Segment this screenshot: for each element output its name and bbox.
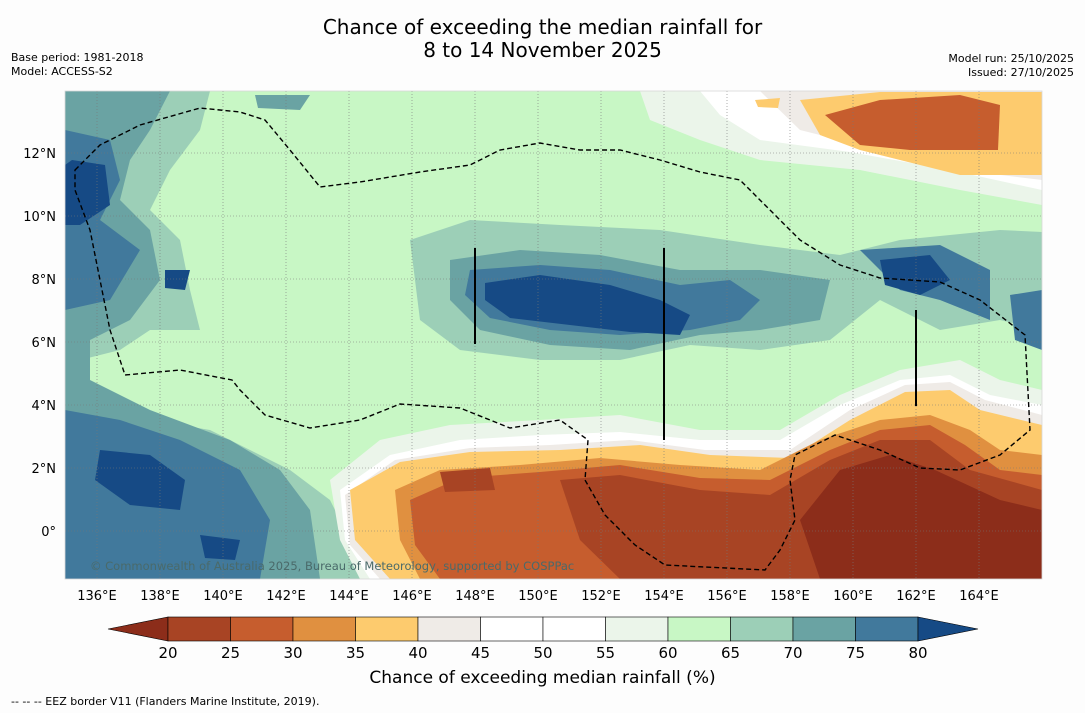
- colorbar-tick: 20: [158, 644, 177, 662]
- colorbar-extend-low: [107, 616, 169, 642]
- colorbar-tick: 60: [658, 644, 677, 662]
- map-fields: [65, 91, 1042, 579]
- region-80-central: [485, 275, 690, 335]
- eez-borders: [74, 107, 1031, 571]
- colorbar-tick: 30: [283, 644, 302, 662]
- colorbar-tick: 55: [596, 644, 615, 662]
- graticule: [65, 91, 1042, 579]
- colorbar-segment: [167, 616, 231, 642]
- lon-label: 160°E: [833, 589, 873, 604]
- region-25-30: [825, 95, 1000, 150]
- model-run-date: Model run: 25/10/2025: [948, 52, 1074, 65]
- region-75-80-far-east: [1010, 290, 1042, 350]
- colorbar-segment: [792, 616, 856, 642]
- lon-label: 146°E: [392, 589, 432, 604]
- lon-label: 152°E: [581, 589, 621, 604]
- lon-label: 164°E: [959, 589, 999, 604]
- colorbar-segment: [480, 616, 544, 642]
- colorbar-tick: 65: [721, 644, 740, 662]
- issued-date: Issued: 27/10/2025: [967, 66, 1074, 79]
- lat-label: 10°N: [23, 210, 56, 225]
- lon-label: 140°E: [203, 589, 243, 604]
- colorbar-segment: [292, 616, 356, 642]
- lat-label: 6°N: [32, 336, 57, 351]
- lon-label: 154°E: [644, 589, 684, 604]
- region-80-west-a: [65, 160, 110, 225]
- lat-label: 4°N: [32, 399, 57, 414]
- colorbar-tick: 45: [471, 644, 490, 662]
- lon-label: 158°E: [770, 589, 810, 604]
- colorbar-ticks: 20 25 30 35 40 45 50 55 60 65 70 75 80: [158, 644, 927, 662]
- map-title-line2: 8 to 14 November 2025: [423, 38, 662, 62]
- model-name: Model: ACCESS-S2: [11, 65, 113, 78]
- colorbar-extend-high: [917, 616, 979, 642]
- eez-footnote: -- -- -- EEZ border V11 (Flanders Marine…: [11, 695, 320, 708]
- lon-label: 144°E: [329, 589, 369, 604]
- lon-labels: 136°E 138°E 140°E 142°E 144°E 146°E 148°…: [77, 589, 999, 604]
- region-80-east: [880, 255, 950, 295]
- lon-label: 142°E: [266, 589, 306, 604]
- region-80-west-d: [200, 535, 240, 560]
- lat-label: 12°N: [23, 147, 56, 162]
- lon-label: 148°E: [455, 589, 495, 604]
- lon-label: 156°E: [707, 589, 747, 604]
- marker-lines: [474, 248, 917, 440]
- region-20-25-west: [440, 468, 495, 492]
- colorbar-segment: [355, 616, 419, 642]
- lon-label: 136°E: [77, 589, 117, 604]
- colorbar-tick: 80: [908, 644, 927, 662]
- colorbar-segment: [730, 616, 794, 642]
- colorbar-tick: 35: [346, 644, 365, 662]
- colorbar-segment: [605, 616, 669, 642]
- region-below-20-south: [800, 455, 1042, 579]
- lat-label: 0°: [41, 525, 56, 540]
- colorbar-title: Chance of exceeding median rainfall (%): [369, 668, 716, 688]
- lat-labels: 12°N 10°N 8°N 6°N 4°N 2°N 0°: [23, 147, 56, 540]
- run-info-left: Base period: 1981-2018 Model: ACCESS-S2: [11, 51, 143, 79]
- map-frame: [64, 90, 1043, 580]
- lon-label: 150°E: [518, 589, 558, 604]
- colorbar-segment: [667, 616, 731, 642]
- lat-label: 2°N: [32, 462, 57, 477]
- eez-border-line: [74, 107, 1031, 571]
- lon-label: 162°E: [896, 589, 936, 604]
- colorbar-tick: 25: [221, 644, 240, 662]
- copyright-watermark: © Commonwealth of Australia 2025, Bureau…: [90, 559, 574, 573]
- colorbar-segment: [230, 616, 294, 642]
- colorbar-tick: 70: [783, 644, 802, 662]
- colorbar-segment: [417, 616, 481, 642]
- region-70-75-north: [255, 95, 310, 110]
- colorbar-tick: 50: [533, 644, 552, 662]
- region-80-west-b: [95, 450, 185, 510]
- region-35-40-small: [755, 98, 780, 108]
- lat-label: 8°N: [32, 273, 57, 288]
- colorbar-tick: 75: [846, 644, 865, 662]
- colorbar-segment: [855, 616, 919, 642]
- colorbar-tick: 40: [408, 644, 427, 662]
- map-title-line1: Chance of exceeding the median rainfall …: [322, 15, 763, 39]
- run-info-right: Model run: 25/10/2025 Issued: 27/10/2025: [948, 52, 1074, 80]
- base-period: Base period: 1981-2018: [11, 51, 144, 64]
- region-80-west-c: [165, 270, 190, 290]
- colorbar: [107, 616, 979, 642]
- lon-label: 138°E: [140, 589, 180, 604]
- colorbar-segment: [542, 616, 606, 642]
